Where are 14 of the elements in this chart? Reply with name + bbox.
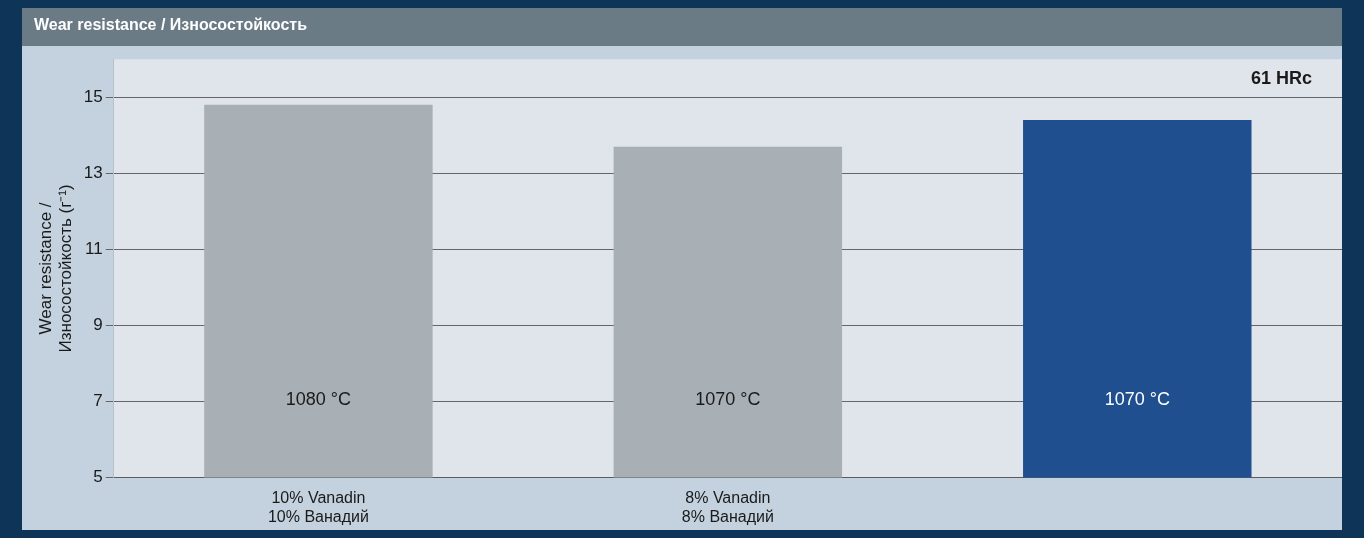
- y-tick-label: 13: [83, 163, 103, 182]
- annotation: 1080 °C: [285, 389, 352, 410]
- y-tick-label: 9: [93, 315, 103, 335]
- x-tick-label: 8% Vanadin 8% Ванадий: [681, 488, 774, 525]
- annotation: 1070 °C: [695, 389, 761, 410]
- annotation: 1070 °C: [1104, 389, 1170, 410]
- y-axis-title: Wear resistance / Износостойкость (г⁻¹): [35, 184, 76, 353]
- y-tick-label: 7: [93, 391, 103, 411]
- x-tick-label: 10% Vanadin 10% Ванадий: [267, 488, 369, 525]
- y-tick-label: 11: [85, 239, 103, 259]
- y-tick-label: 15: [83, 86, 103, 106]
- y-tick-label: 5: [93, 467, 103, 487]
- chart-title: Wear resistance / Износостойкость: [22, 8, 1342, 46]
- annotation: 61 HRc: [1250, 68, 1312, 89]
